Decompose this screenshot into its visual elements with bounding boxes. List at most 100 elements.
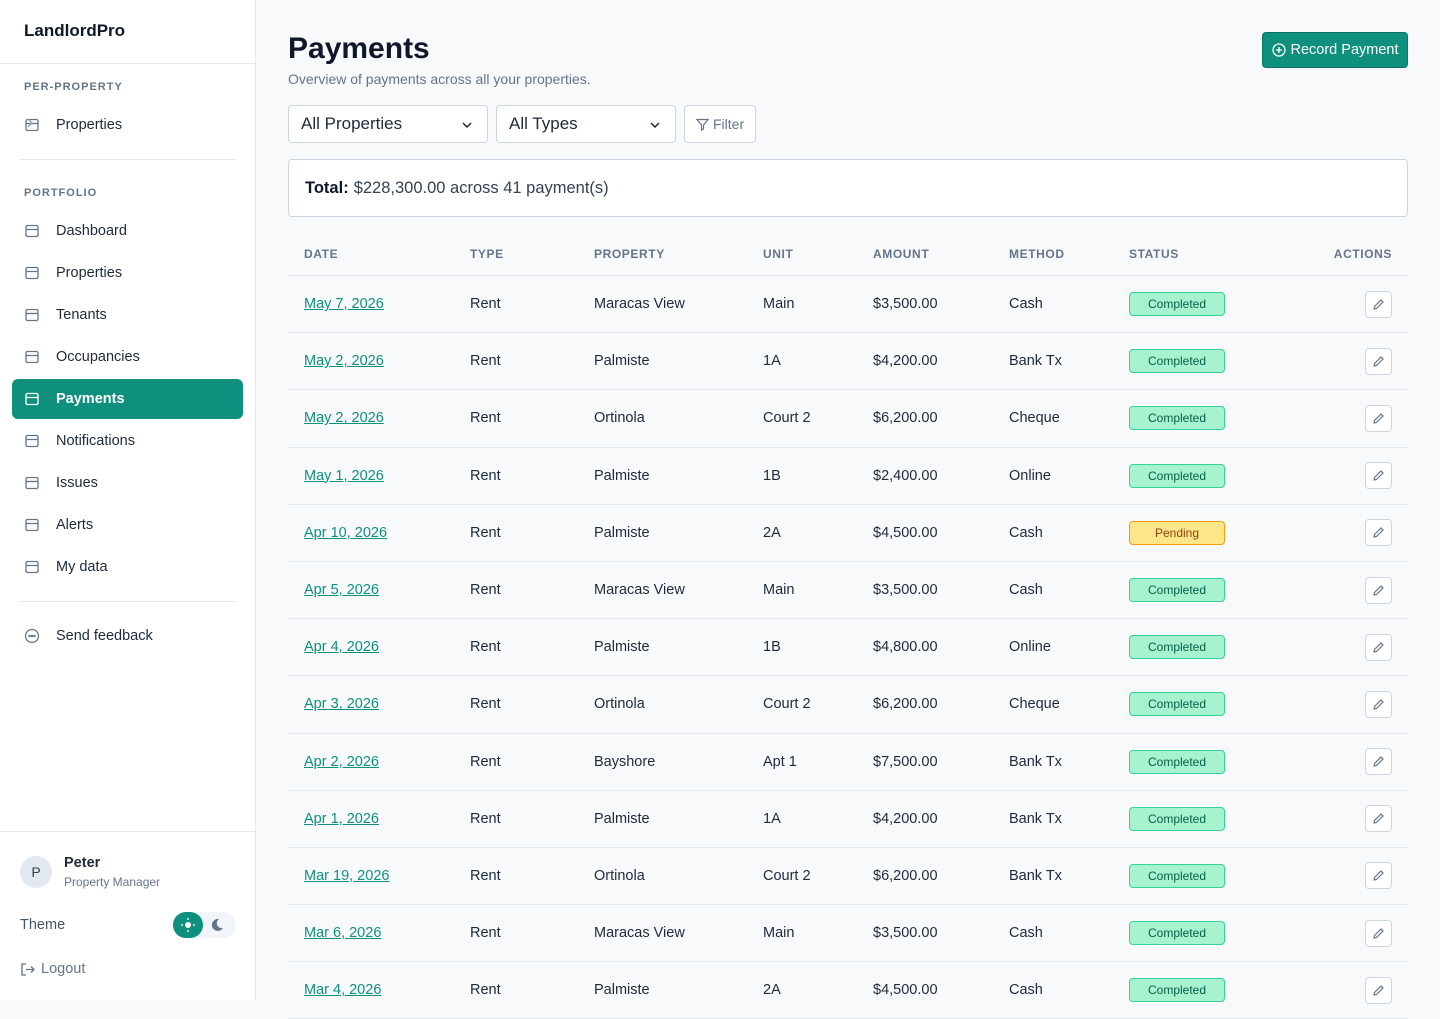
status-badge: Completed xyxy=(1129,692,1225,717)
date-link[interactable]: Apr 2, 2026 xyxy=(304,753,379,770)
nav-label: Occupancies xyxy=(56,349,140,365)
date-link[interactable]: Mar 19, 2026 xyxy=(304,867,390,884)
page-title: Payments xyxy=(288,32,430,65)
chevron xyxy=(27,118,33,128)
cell: Bayshore xyxy=(594,753,656,770)
divider xyxy=(20,601,235,602)
filter-button[interactable]: Filter xyxy=(684,105,756,143)
cell: Rent xyxy=(470,467,501,484)
nav-label: Notifications xyxy=(56,433,135,449)
cell: Maracas View xyxy=(594,296,685,313)
cell: Palmiste xyxy=(594,467,650,484)
cell: Ortinola xyxy=(594,696,645,713)
edit-icon xyxy=(1373,413,1384,424)
cell: 1A xyxy=(763,810,781,827)
cell: Rent xyxy=(470,410,501,427)
cell: $7,500.00 xyxy=(873,753,938,770)
date-link[interactable]: May 1, 2026 xyxy=(304,467,384,484)
table-row: Mar 6, 2026 Rent Maracas View Main $3,500.00… xyxy=(288,905,1408,963)
edit-button[interactable] xyxy=(1365,862,1392,890)
cell: $4,500.00 xyxy=(873,524,938,541)
edit-button[interactable] xyxy=(1365,519,1392,547)
cell: 2A xyxy=(763,982,781,999)
record-payment-button[interactable]: Record Payment xyxy=(1262,32,1408,68)
summary: Total: $228,300.00 across 41 payment(s) xyxy=(288,159,1408,217)
feedback-link[interactable]: Send feedback xyxy=(12,616,243,656)
filter-label: Filter xyxy=(713,116,745,132)
nav-icon xyxy=(25,224,39,238)
nav-item[interactable]: Occupancies xyxy=(12,337,243,377)
select-label: All Properties xyxy=(301,114,403,133)
column-header: UNIT xyxy=(763,246,794,261)
status-badge: Completed xyxy=(1129,349,1225,374)
edit-icon xyxy=(1373,699,1384,710)
status-badge: Completed xyxy=(1129,635,1225,660)
cell: Rent xyxy=(470,353,501,370)
date-link[interactable]: May 7, 2026 xyxy=(304,296,384,313)
date-link[interactable]: Mar 6, 2026 xyxy=(304,925,382,942)
cell: Rent xyxy=(470,982,501,999)
date-link[interactable]: Apr 3, 2026 xyxy=(304,696,379,713)
nav-item[interactable]: My data xyxy=(12,547,243,587)
date-link[interactable]: Apr 5, 2026 xyxy=(304,582,379,599)
status-cell: Completed xyxy=(1129,349,1279,374)
cell: Online xyxy=(1009,639,1051,656)
cell: $4,500.00 xyxy=(873,982,938,999)
status-badge: Completed xyxy=(1129,978,1225,1003)
divider xyxy=(20,159,235,160)
nav-item[interactable]: Properties xyxy=(12,253,243,293)
type-select[interactable]: All Types xyxy=(496,105,676,143)
nav-item[interactable]: Tenants xyxy=(12,295,243,335)
nav-item[interactable]: Properties xyxy=(12,105,243,145)
edit-button[interactable] xyxy=(1365,690,1392,718)
date-link[interactable]: Apr 1, 2026 xyxy=(304,810,379,827)
date-link[interactable]: Apr 10, 2026 xyxy=(304,524,388,541)
edit-button[interactable] xyxy=(1365,462,1392,490)
nav-item[interactable]: Notifications xyxy=(12,421,243,461)
cell: Rent xyxy=(470,639,501,656)
cell: Ortinola xyxy=(594,867,645,884)
date-link[interactable]: May 2, 2026 xyxy=(304,410,384,427)
edit-button[interactable] xyxy=(1365,404,1392,432)
logout[interactable]: Logout xyxy=(20,961,85,977)
section-heading: PORTFOLIO xyxy=(24,187,98,199)
cell: Palmiste xyxy=(594,810,650,827)
cell: Rent xyxy=(470,753,501,770)
cell: Online xyxy=(1009,467,1051,484)
date-link[interactable]: Mar 4, 2026 xyxy=(304,982,382,999)
property-select[interactable]: All Properties xyxy=(288,105,488,143)
nav-item[interactable]: Alerts xyxy=(12,505,243,545)
nav-item[interactable]: Dashboard xyxy=(12,211,243,251)
nav-item[interactable]: Issues xyxy=(12,463,243,503)
table-row: Apr 1, 2026 Rent Palmiste 1A $4,200.00 Bank T… xyxy=(288,791,1408,848)
edit-button[interactable] xyxy=(1365,633,1392,661)
status-cell: Completed xyxy=(1129,921,1279,946)
edit-button[interactable] xyxy=(1365,748,1392,776)
cell: Ortinola xyxy=(594,410,645,427)
table-row: Apr 3, 2026 Rent Ortinola Court 2 $6,200.00 C… xyxy=(288,676,1408,734)
light-option[interactable] xyxy=(173,912,203,938)
cell: Apt 1 xyxy=(763,753,797,770)
edit-button[interactable] xyxy=(1365,290,1392,318)
status-cell: Completed xyxy=(1129,978,1279,1003)
cell: Rent xyxy=(470,696,501,713)
edit-button[interactable] xyxy=(1365,347,1392,375)
edit-button[interactable] xyxy=(1365,805,1392,833)
edit-icon xyxy=(1373,641,1384,653)
date-link[interactable]: May 2, 2026 xyxy=(304,353,384,370)
edit-button[interactable] xyxy=(1365,576,1392,604)
nav-icon xyxy=(25,266,39,280)
date-link[interactable]: Apr 4, 2026 xyxy=(304,639,379,656)
separator xyxy=(0,831,255,832)
nav-item[interactable]: Payments xyxy=(12,379,243,419)
status-badge: Pending xyxy=(1129,520,1225,545)
table-row: Mar 4, 2026 Rent Palmiste 2A $4,500.00 Cash Co… xyxy=(288,962,1408,1019)
cell: Maracas View xyxy=(594,582,685,599)
theme-toggle[interactable] xyxy=(172,912,236,938)
dark-option[interactable] xyxy=(210,918,224,932)
table-row: Apr 2, 2026 Rent Bayshore Apt 1 $7,500.00 Ban… xyxy=(288,734,1408,791)
status-cell: Completed xyxy=(1129,806,1279,831)
summary-text: $228,300.00 across 41 payment(s) xyxy=(353,178,609,197)
edit-button[interactable] xyxy=(1365,919,1392,947)
cell: $4,800.00 xyxy=(873,639,938,656)
